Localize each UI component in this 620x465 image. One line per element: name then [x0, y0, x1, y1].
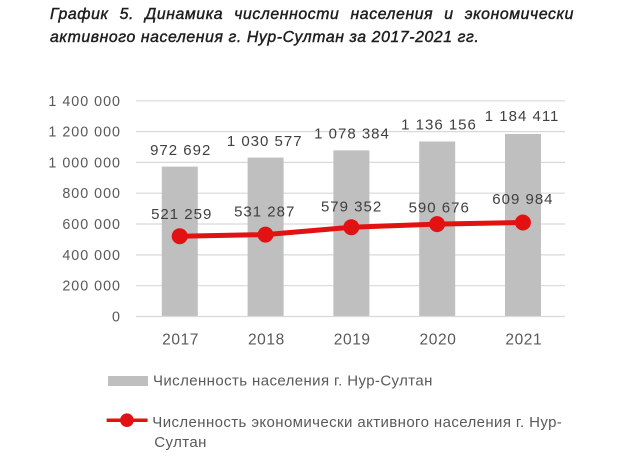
- svg-text:Султан: Султан: [154, 434, 206, 451]
- svg-text:600 000: 600 000: [62, 217, 121, 233]
- svg-text:2021: 2021: [505, 331, 542, 348]
- svg-text:972 692: 972 692: [150, 142, 211, 159]
- svg-text:1 078 384: 1 078 384: [314, 126, 390, 143]
- svg-text:400 000: 400 000: [62, 248, 121, 264]
- svg-text:1 184 411: 1 184 411: [485, 108, 560, 125]
- svg-text:2019: 2019: [334, 331, 371, 348]
- svg-text:Численность экономически актив: Численность экономически активного насел…: [152, 414, 562, 431]
- svg-text:2017: 2017: [162, 331, 199, 348]
- svg-text:2020: 2020: [420, 331, 457, 348]
- svg-text:1 400 000: 1 400 000: [48, 94, 121, 110]
- svg-text:Численность населения г. Нур-С: Численность населения г. Нур-Султан: [153, 373, 433, 390]
- svg-text:531 287: 531 287: [234, 204, 295, 221]
- svg-text:521 259: 521 259: [151, 206, 212, 223]
- svg-text:1 136 156: 1 136 156: [401, 117, 477, 134]
- svg-text:1 030 577: 1 030 577: [227, 133, 303, 150]
- svg-text:590 676: 590 676: [409, 200, 470, 217]
- svg-text:1 200 000: 1 200 000: [48, 125, 121, 141]
- svg-text:800 000: 800 000: [62, 186, 121, 202]
- svg-text:2018: 2018: [248, 331, 285, 348]
- svg-text:579 352: 579 352: [321, 199, 382, 216]
- svg-text:200 000: 200 000: [62, 279, 121, 295]
- svg-text:1 000 000: 1 000 000: [48, 155, 121, 171]
- svg-text:0: 0: [112, 310, 121, 326]
- svg-text:609 984: 609 984: [492, 191, 553, 208]
